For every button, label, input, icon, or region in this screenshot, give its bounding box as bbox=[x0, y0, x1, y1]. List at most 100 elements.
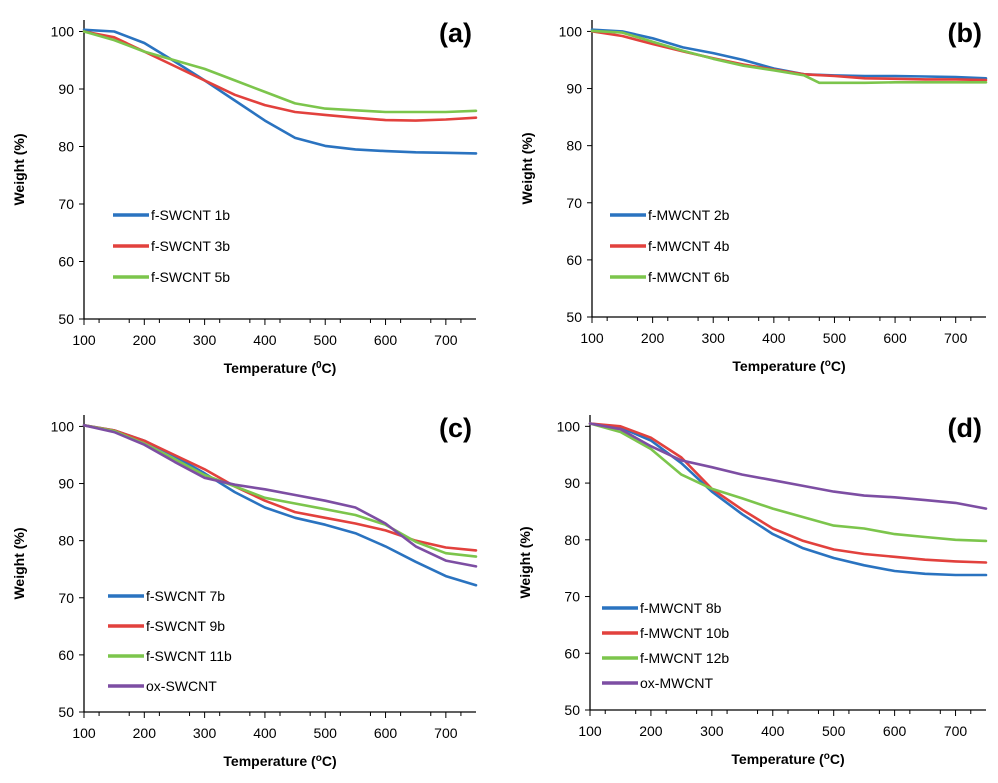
x-tick-label: 100 bbox=[72, 725, 96, 741]
y-tick-label: 70 bbox=[566, 195, 582, 211]
series-line-4 bbox=[82, 424, 478, 568]
x-axis-title: Temperature (oC) bbox=[732, 358, 845, 375]
x-axis-title: Temperature (0C) bbox=[224, 360, 337, 377]
y-tick-label: 90 bbox=[58, 476, 74, 492]
y-tick-label: 70 bbox=[58, 196, 74, 212]
chart-panel-1: 100 200 300 400 500 600 700 50 60 70 80 90 100 Weight… bbox=[11, 18, 478, 377]
y-tick-label: 80 bbox=[566, 138, 582, 154]
x-tick-label: 200 bbox=[639, 723, 663, 739]
x-tick-label: 200 bbox=[133, 332, 157, 348]
x-axis-title-unit: C) bbox=[830, 751, 845, 767]
legend-label: f-SWCNT 3b bbox=[151, 238, 230, 254]
x-tick-label: 400 bbox=[253, 332, 277, 348]
y-tick-label: 50 bbox=[566, 309, 582, 325]
x-axis-title-main: Temperature ( bbox=[223, 753, 316, 769]
y-axis-title: Weight (%) bbox=[519, 132, 535, 204]
legend-label: f-SWCNT 9b bbox=[146, 618, 225, 634]
x-tick-label: 700 bbox=[944, 723, 968, 739]
legend-label: f-SWCNT 5b bbox=[151, 269, 230, 285]
panel-label: (a) bbox=[439, 18, 472, 48]
y-tick-label: 60 bbox=[566, 252, 582, 268]
x-tick-label: 100 bbox=[578, 723, 602, 739]
series-line-2 bbox=[588, 422, 988, 564]
legend-label: f-MWCNT 6b bbox=[648, 269, 730, 285]
y-tick-label: 80 bbox=[564, 532, 580, 548]
x-tick-label: 500 bbox=[822, 723, 846, 739]
x-tick-label: 200 bbox=[133, 725, 157, 741]
series-line-3 bbox=[82, 30, 478, 114]
legend-label: f-SWCNT 7b bbox=[146, 588, 225, 604]
panel-label: (b) bbox=[948, 18, 982, 48]
x-tick-label: 700 bbox=[434, 725, 458, 741]
x-tick-label: 500 bbox=[314, 332, 338, 348]
x-tick-label: 400 bbox=[762, 330, 786, 346]
series-line-3 bbox=[588, 422, 988, 543]
legend-label: f-SWCNT 11b bbox=[146, 648, 232, 664]
x-tick-label: 400 bbox=[761, 723, 785, 739]
x-axis-title-main: Temperature ( bbox=[224, 360, 317, 376]
chart-panel-3: 100 200 300 400 500 600 700 50 60 70 80 90 100 Weight… bbox=[11, 413, 478, 770]
y-tick-label: 50 bbox=[564, 702, 580, 718]
panel-label: (d) bbox=[948, 413, 982, 443]
series-line-1 bbox=[588, 422, 988, 577]
y-tick-label: 90 bbox=[564, 475, 580, 491]
y-tick-label: 80 bbox=[58, 139, 74, 155]
x-axis-title-degree: o bbox=[824, 751, 830, 762]
x-tick-label: 100 bbox=[72, 332, 96, 348]
x-tick-label: 300 bbox=[702, 330, 726, 346]
legend-label: f-MWCNT 12b bbox=[640, 650, 729, 666]
y-tick-label: 60 bbox=[58, 254, 74, 270]
y-tick-label: 60 bbox=[564, 645, 580, 661]
x-tick-label: 300 bbox=[193, 725, 217, 741]
legend-label: f-MWCNT 10b bbox=[640, 625, 729, 641]
x-axis-title: Temperature (oC) bbox=[731, 751, 844, 768]
x-tick-label: 200 bbox=[641, 330, 665, 346]
x-axis-title-degree: o bbox=[316, 753, 322, 764]
y-tick-label: 90 bbox=[58, 81, 74, 97]
x-tick-label: 500 bbox=[823, 330, 847, 346]
y-axis-title: Weight (%) bbox=[11, 133, 27, 205]
y-tick-label: 100 bbox=[51, 418, 75, 434]
y-tick-label: 50 bbox=[58, 704, 74, 720]
series-line-1 bbox=[82, 28, 478, 155]
y-tick-label: 90 bbox=[566, 81, 582, 97]
y-axis-title: Weight (%) bbox=[11, 527, 27, 599]
y-tick-label: 60 bbox=[58, 647, 74, 663]
y-tick-label: 100 bbox=[51, 24, 75, 40]
x-axis-title-unit: C) bbox=[322, 753, 337, 769]
chart-panel-4: 100 200 300 400 500 600 700 50 60 70 80 90 100 Weight… bbox=[517, 413, 988, 768]
x-axis-title-unit: C) bbox=[322, 360, 337, 376]
y-tick-label: 100 bbox=[557, 418, 581, 434]
y-tick-label: 100 bbox=[559, 23, 583, 39]
legend-label: ox-SWCNT bbox=[146, 678, 217, 694]
legend-label: f-MWCNT 2b bbox=[648, 207, 730, 223]
x-tick-label: 600 bbox=[374, 332, 398, 348]
x-axis-title-main: Temperature ( bbox=[731, 751, 824, 767]
x-axis-title-degree: 0 bbox=[316, 360, 322, 371]
x-tick-label: 100 bbox=[580, 330, 604, 346]
series-line-3 bbox=[590, 29, 988, 85]
x-axis-title-unit: C) bbox=[831, 358, 846, 374]
x-tick-label: 300 bbox=[700, 723, 724, 739]
legend-label: f-MWCNT 4b bbox=[648, 238, 730, 254]
y-tick-label: 70 bbox=[58, 590, 74, 606]
x-axis-title: Temperature (oC) bbox=[223, 753, 336, 770]
x-tick-label: 300 bbox=[193, 332, 217, 348]
series-line-4 bbox=[588, 422, 988, 510]
x-tick-label: 600 bbox=[883, 330, 907, 346]
y-tick-label: 70 bbox=[564, 589, 580, 605]
x-tick-label: 700 bbox=[944, 330, 968, 346]
x-tick-label: 600 bbox=[374, 725, 398, 741]
x-axis-title-main: Temperature ( bbox=[732, 358, 825, 374]
series-line-2 bbox=[82, 30, 478, 122]
x-tick-label: 400 bbox=[253, 725, 277, 741]
y-axis-title: Weight (%) bbox=[517, 526, 533, 598]
x-tick-label: 700 bbox=[434, 332, 458, 348]
y-tick-label: 50 bbox=[58, 311, 74, 327]
chart-panel-2: 100 200 300 400 500 600 700 50 60 70 80 90 100 Weight… bbox=[519, 18, 988, 375]
legend-label: f-SWCNT 1b bbox=[151, 207, 230, 223]
x-tick-label: 600 bbox=[883, 723, 907, 739]
y-tick-label: 80 bbox=[58, 533, 74, 549]
panel-label: (c) bbox=[439, 413, 472, 443]
